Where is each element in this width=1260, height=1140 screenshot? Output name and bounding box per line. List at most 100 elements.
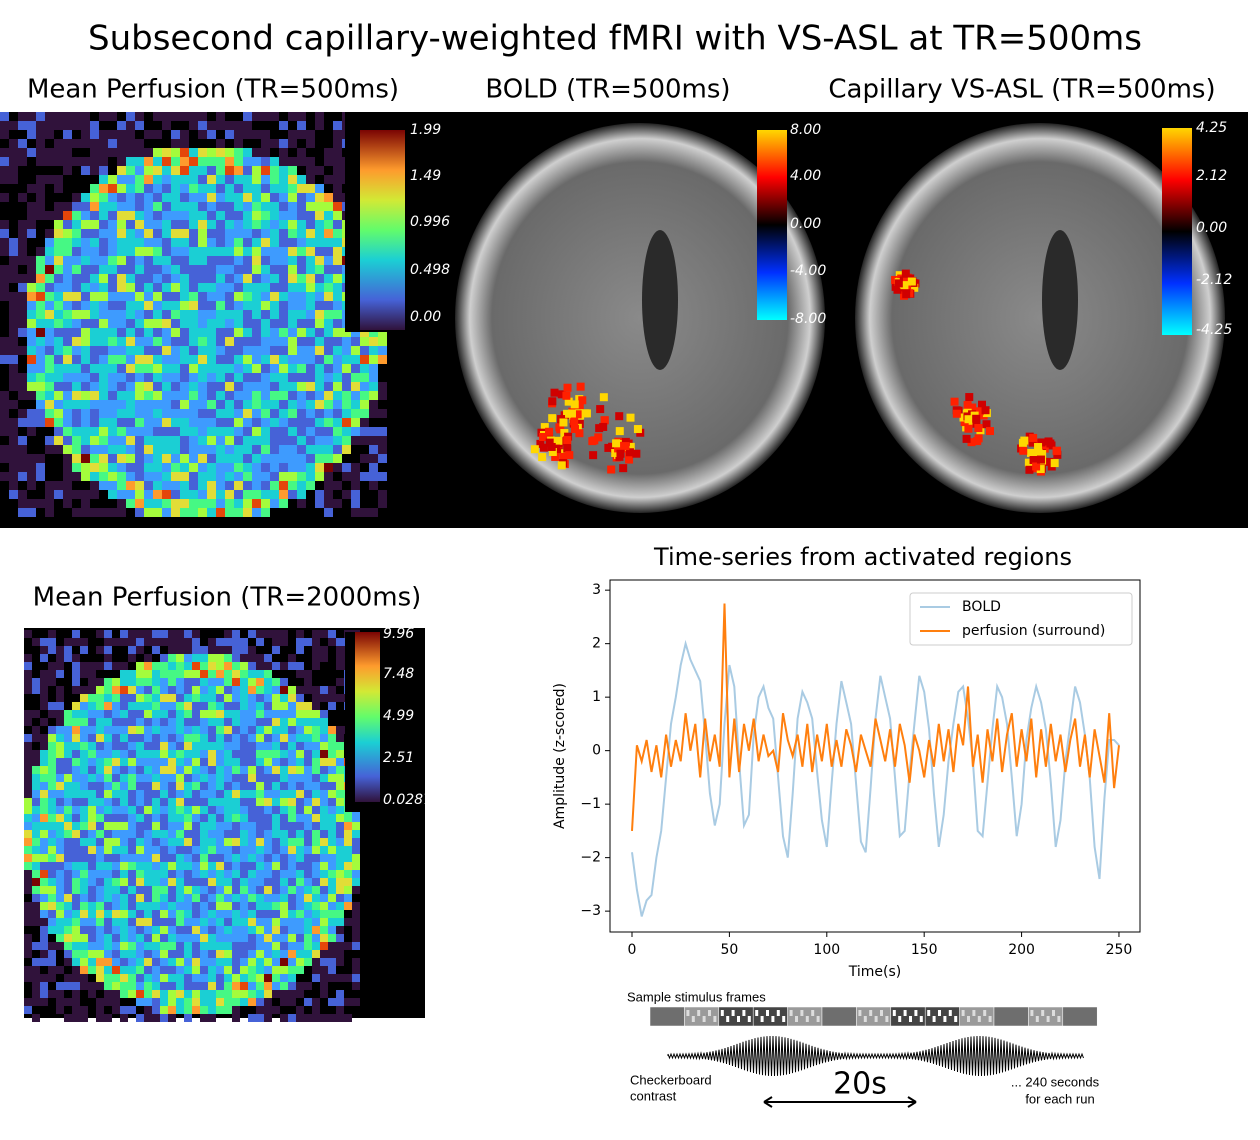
pixel <box>224 758 232 766</box>
pixel <box>9 256 18 265</box>
pixel <box>32 822 40 830</box>
pixel <box>176 998 184 1006</box>
pixel <box>112 894 120 902</box>
pixel <box>120 750 128 758</box>
pixel <box>144 702 152 710</box>
pixel <box>360 472 369 481</box>
pixel <box>176 958 184 966</box>
pixel <box>240 662 248 670</box>
pixel <box>240 902 248 910</box>
pixel <box>128 830 136 838</box>
pixel <box>336 734 344 742</box>
pixel <box>96 966 104 974</box>
pixel <box>232 742 240 750</box>
pixel <box>336 758 344 766</box>
pixel <box>189 346 198 355</box>
pixel <box>90 463 99 472</box>
pixel <box>240 710 248 718</box>
pixel <box>192 958 200 966</box>
pixel <box>27 391 36 400</box>
pixel <box>160 742 168 750</box>
pixel <box>184 870 192 878</box>
pixel <box>312 654 320 662</box>
pixel <box>369 373 378 382</box>
pixel <box>108 301 117 310</box>
pixel <box>243 427 252 436</box>
pixel <box>36 112 45 121</box>
pixel <box>304 726 312 734</box>
pixel <box>63 445 72 454</box>
pixel <box>96 862 104 870</box>
pixel <box>48 838 56 846</box>
pixel <box>232 830 240 838</box>
pixel <box>192 630 200 638</box>
pixel <box>144 830 152 838</box>
pixel <box>240 798 248 806</box>
pixel <box>216 220 225 229</box>
pixel <box>104 998 112 1006</box>
pixel <box>24 846 32 854</box>
pixel <box>88 806 96 814</box>
pixel <box>90 292 99 301</box>
pixel <box>279 337 288 346</box>
pixel <box>336 782 344 790</box>
pixel <box>162 256 171 265</box>
check <box>938 1010 941 1016</box>
pixel <box>176 678 184 686</box>
pixel <box>279 202 288 211</box>
pixel <box>128 790 136 798</box>
pixel <box>171 175 180 184</box>
pixel <box>136 646 144 654</box>
pixel <box>81 256 90 265</box>
pixel <box>306 139 315 148</box>
pixel <box>64 782 72 790</box>
pixel <box>296 774 304 782</box>
pixel <box>88 718 96 726</box>
pixel <box>234 373 243 382</box>
pixel <box>252 301 261 310</box>
pixel <box>99 220 108 229</box>
pixel <box>160 630 168 638</box>
pixel <box>252 508 261 517</box>
pixel <box>180 166 189 175</box>
pixel <box>80 974 88 982</box>
pixel <box>248 926 256 934</box>
pixel <box>160 710 168 718</box>
pixel <box>117 256 126 265</box>
pixel <box>333 310 342 319</box>
pixel <box>56 1006 64 1014</box>
pixel <box>104 926 112 934</box>
pixel <box>288 418 297 427</box>
pixel <box>280 814 288 822</box>
pixel <box>324 472 333 481</box>
pixel <box>136 854 144 862</box>
pixel <box>240 686 248 694</box>
pixel <box>96 998 104 1006</box>
pixel <box>112 734 120 742</box>
pixel <box>189 364 198 373</box>
pixel <box>248 990 256 998</box>
pixel <box>320 974 328 982</box>
pixel <box>224 782 232 790</box>
pixel <box>54 382 63 391</box>
pixel <box>192 718 200 726</box>
pixel <box>272 822 280 830</box>
pixel <box>369 400 378 409</box>
pixel <box>108 175 117 184</box>
pixel <box>240 814 248 822</box>
pixel <box>24 758 32 766</box>
pixel <box>256 958 264 966</box>
pixel <box>360 391 369 400</box>
pixel <box>144 838 152 846</box>
pixel <box>252 202 261 211</box>
pixel <box>135 310 144 319</box>
pixel <box>88 878 96 886</box>
pixel <box>90 220 99 229</box>
pixel <box>112 686 120 694</box>
pixel <box>369 481 378 490</box>
pixel <box>40 854 48 862</box>
pixel <box>96 854 104 862</box>
pixel <box>144 148 153 157</box>
pixel <box>153 391 162 400</box>
pixel <box>280 694 288 702</box>
